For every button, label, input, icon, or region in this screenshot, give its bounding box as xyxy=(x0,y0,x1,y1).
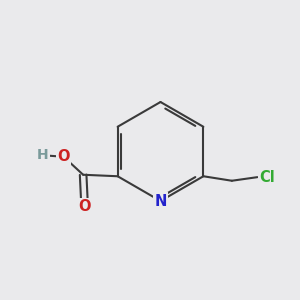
Text: N: N xyxy=(154,194,167,208)
Text: O: O xyxy=(57,149,70,164)
Text: O: O xyxy=(78,199,91,214)
Text: Cl: Cl xyxy=(259,170,274,184)
Text: H: H xyxy=(37,148,48,162)
